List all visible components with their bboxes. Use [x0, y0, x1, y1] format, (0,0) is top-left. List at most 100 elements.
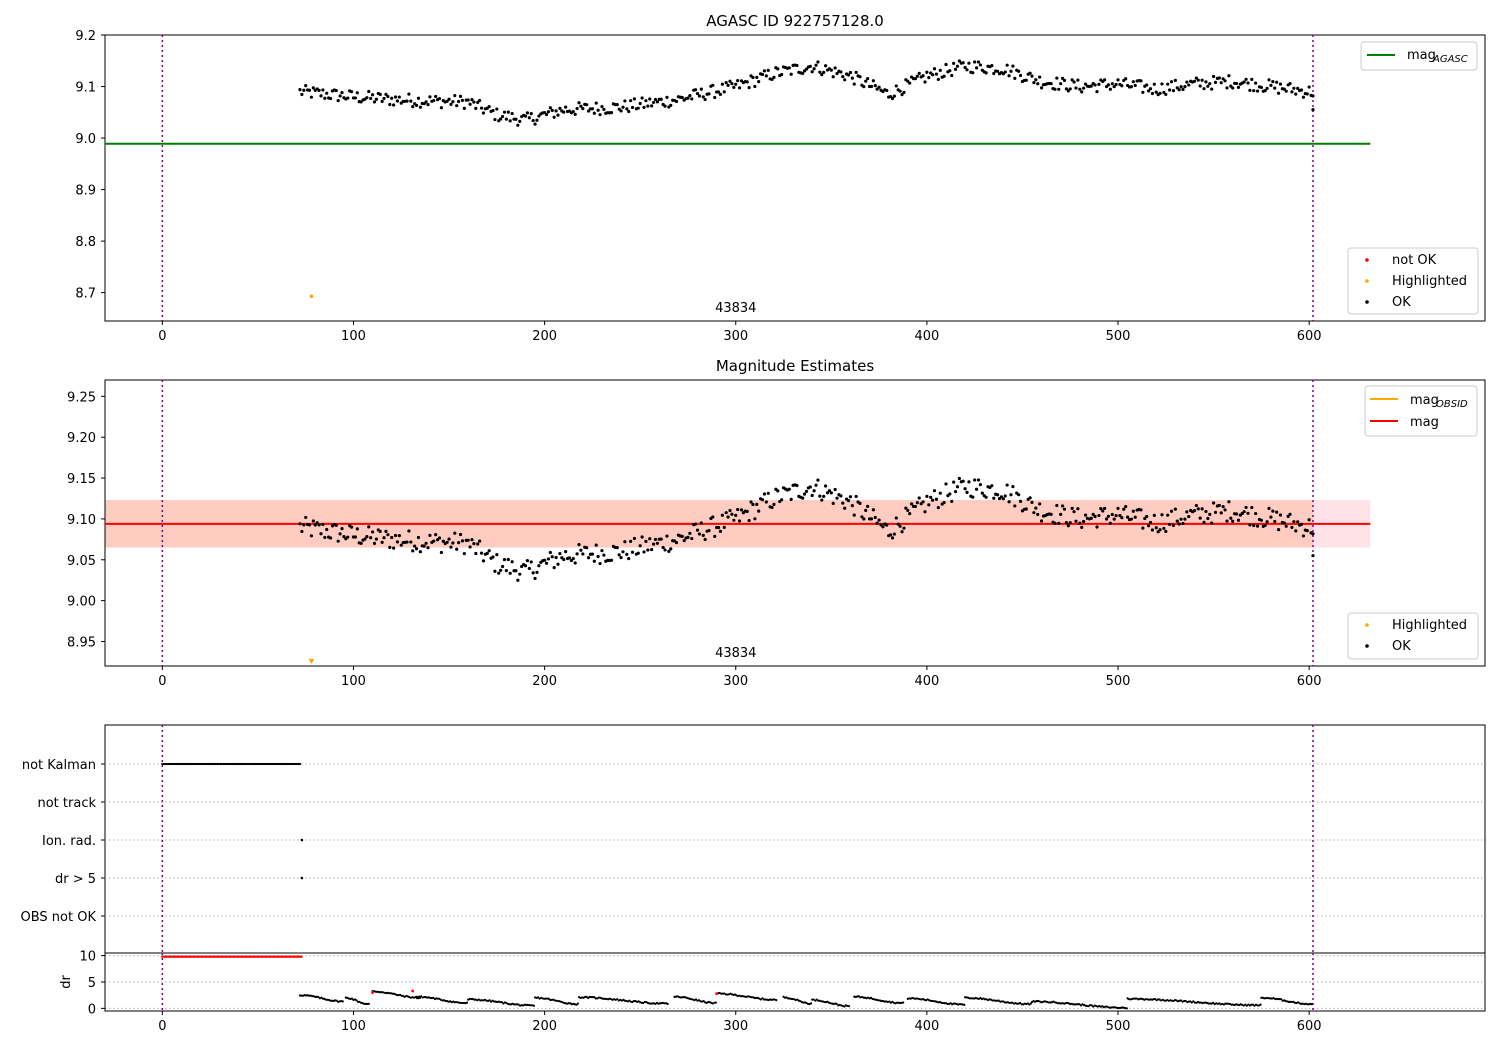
- ok-point: [1217, 76, 1221, 80]
- ok-point: [1252, 89, 1256, 93]
- ok-point: [1204, 80, 1208, 84]
- ok-point: [1152, 513, 1156, 517]
- ok-point: [558, 106, 562, 110]
- flag-point: [216, 762, 219, 766]
- ok-point: [1101, 509, 1105, 513]
- ok-point: [669, 103, 673, 108]
- ok-point: [866, 76, 870, 81]
- flag-point: [233, 762, 236, 766]
- ok-point: [921, 500, 925, 504]
- ok-point: [378, 92, 382, 96]
- ok-point: [862, 85, 866, 89]
- ok-point: [707, 528, 711, 533]
- ok-point: [1217, 503, 1221, 508]
- flag-point: [291, 762, 294, 766]
- flag-point: [219, 762, 222, 766]
- ok-point: [952, 1002, 955, 1005]
- ok-point: [931, 498, 935, 502]
- ok-point: [1154, 90, 1158, 94]
- ok-point: [816, 478, 820, 482]
- y-tick-label: 9.10: [67, 513, 96, 528]
- ok-point: [409, 99, 413, 103]
- ok-point: [1114, 514, 1118, 518]
- flag-point: [269, 762, 273, 766]
- ok-point: [437, 96, 442, 101]
- ok-point: [895, 1001, 899, 1004]
- ok-point: [795, 63, 799, 68]
- ok-point: [961, 479, 965, 483]
- ok-point: [372, 541, 377, 545]
- x-tick-label: 400: [914, 329, 939, 344]
- ok-point: [732, 85, 736, 90]
- ok-point: [906, 508, 910, 513]
- ok-point: [852, 513, 856, 517]
- ok-point: [581, 552, 585, 556]
- flag-point: [300, 876, 304, 880]
- ok-point: [761, 997, 764, 1000]
- ok-point: [367, 525, 371, 529]
- ok-point: [1275, 510, 1279, 514]
- flag-point: [179, 762, 182, 766]
- ok-point: [952, 61, 956, 65]
- ok-point: [814, 999, 817, 1002]
- ok-point: [839, 494, 843, 498]
- flag-point: [271, 762, 274, 766]
- ok-point: [812, 67, 816, 71]
- ok-point: [313, 523, 317, 527]
- ok-point: [843, 1005, 846, 1008]
- ok-point: [963, 65, 967, 70]
- ok-point: [414, 103, 419, 107]
- ok-point: [554, 555, 558, 560]
- ok-point: [642, 550, 646, 554]
- not-ok-point: [715, 992, 719, 995]
- ok-point: [520, 564, 524, 569]
- ok-point: [479, 106, 484, 110]
- flag-point: [184, 762, 187, 766]
- flag-point: [168, 762, 172, 766]
- x-tick-label: 200: [532, 674, 557, 689]
- ok-point: [1208, 82, 1212, 86]
- ok-point: [556, 562, 560, 566]
- ok-point: [950, 73, 954, 78]
- ok-point: [535, 570, 539, 574]
- ok-point: [898, 524, 902, 528]
- ok-point: [485, 551, 489, 555]
- ok-point: [1299, 88, 1304, 92]
- ok-point: [1133, 515, 1137, 519]
- ok-point: [682, 538, 686, 543]
- ok-point: [342, 535, 346, 539]
- ok-point: [1148, 87, 1153, 91]
- ok-point: [688, 531, 692, 535]
- ok-point: [722, 525, 726, 529]
- ok-point: [674, 541, 679, 545]
- dr-axis-label: dr: [59, 975, 74, 989]
- x-tick-label: 100: [341, 674, 366, 689]
- ok-point: [665, 534, 669, 538]
- ok-point: [925, 70, 929, 74]
- ok-point: [1070, 78, 1074, 82]
- ok-point: [547, 997, 550, 1000]
- ok-point: [866, 504, 870, 508]
- ok-point: [890, 536, 895, 540]
- ok-point: [579, 104, 583, 108]
- ok-point: [1078, 521, 1082, 525]
- ok-point: [1080, 90, 1084, 94]
- ok-point: [780, 72, 784, 77]
- x-tick-label: 0: [158, 674, 166, 689]
- ok-point: [1124, 505, 1128, 509]
- ok-point: [871, 79, 875, 83]
- ok-point: [909, 502, 914, 506]
- flag-point: [173, 762, 176, 766]
- ok-point: [424, 100, 428, 104]
- legend-label: not OK: [1392, 253, 1437, 268]
- ok-point: [1013, 504, 1017, 508]
- ok-point: [1156, 530, 1160, 534]
- ok-point: [809, 1002, 813, 1005]
- ok-point: [319, 94, 323, 98]
- ok-point: [913, 504, 918, 509]
- ok-point: [340, 526, 344, 531]
- ok-point: [908, 512, 912, 516]
- ok-point: [1265, 520, 1269, 524]
- ok-point: [1083, 82, 1088, 86]
- ok-point: [508, 119, 512, 123]
